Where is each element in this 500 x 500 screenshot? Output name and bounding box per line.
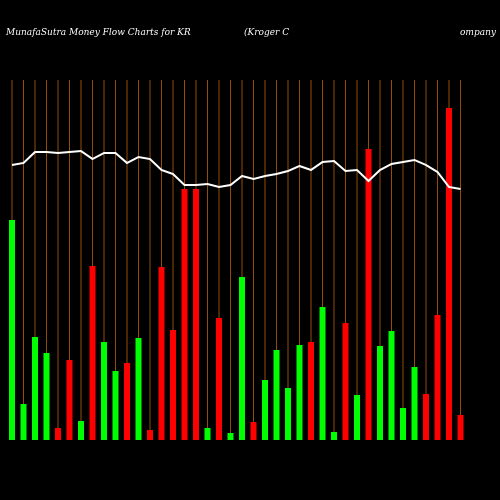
bar <box>411 367 418 440</box>
bar <box>377 346 383 440</box>
bar <box>66 360 73 440</box>
bar <box>262 380 268 440</box>
bar <box>101 342 107 440</box>
chart-title: MunafaSutra Money Flow Charts for KR <box>5 28 191 38</box>
chart-subtitle: (Kroger C <box>244 27 289 38</box>
bar <box>204 428 211 440</box>
chart-subtitle: ompany <box>460 28 497 38</box>
bar <box>239 277 245 440</box>
bar <box>308 342 314 440</box>
bar <box>273 350 280 440</box>
bar <box>227 433 234 440</box>
bar <box>457 415 464 440</box>
bar <box>319 307 326 440</box>
bar <box>89 266 96 440</box>
bar <box>354 395 360 440</box>
bar <box>147 430 153 440</box>
bar <box>32 337 38 440</box>
bar <box>181 189 188 440</box>
bar <box>20 404 27 440</box>
bar <box>170 330 176 440</box>
bar <box>78 421 84 440</box>
bar <box>9 220 15 440</box>
bar <box>43 353 50 440</box>
bar <box>296 345 303 440</box>
bar <box>112 371 119 440</box>
bar <box>250 422 257 440</box>
bar <box>158 267 165 440</box>
bar <box>400 408 406 440</box>
money-flow-line <box>11 149 461 190</box>
bar <box>135 338 142 440</box>
bar <box>285 388 291 440</box>
bar <box>342 323 349 440</box>
bar <box>193 189 199 440</box>
bar <box>434 315 441 440</box>
bar <box>423 394 429 440</box>
bar <box>124 363 130 440</box>
bar <box>446 108 452 440</box>
bar <box>388 331 395 440</box>
bar <box>55 428 61 440</box>
bar <box>331 432 337 440</box>
bar <box>365 149 372 440</box>
bar <box>216 318 222 440</box>
